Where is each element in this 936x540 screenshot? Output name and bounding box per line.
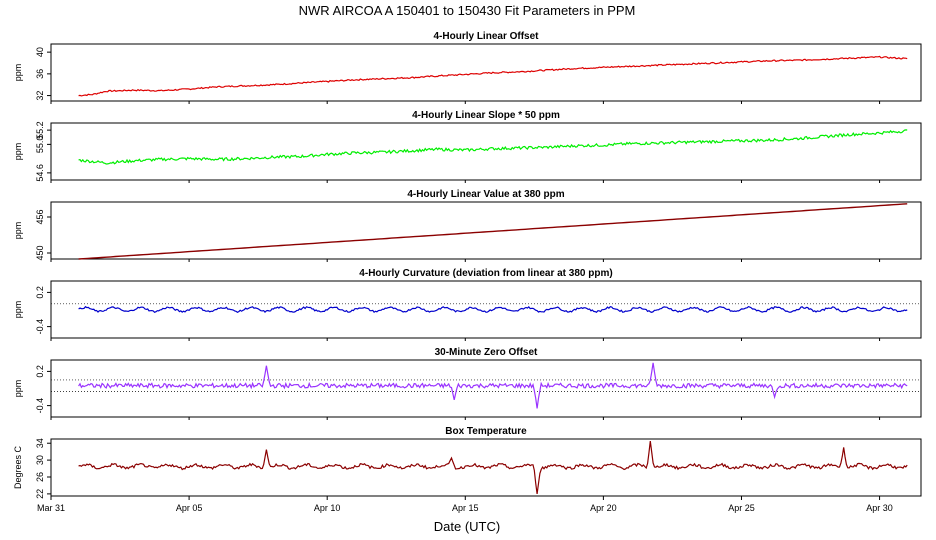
chart-panels: 4-Hourly Linear Offset323640ppm4-Hourly …: [13, 31, 922, 499]
series-line: [78, 203, 908, 260]
y-tick-label: 54.6: [35, 164, 45, 182]
figure-title: NWR AIRCOA A 150401 to 150430 Fit Parame…: [299, 3, 636, 18]
y-axis-label: ppm: [13, 380, 23, 398]
y-tick-label: 22: [35, 489, 45, 499]
plot-frame: [50, 43, 922, 102]
series-line: [78, 305, 908, 314]
y-tick-label: 55.0: [35, 136, 45, 154]
x-tick-label: Mar 31: [37, 503, 65, 513]
x-tick-label: Apr 30: [866, 503, 893, 513]
chart-panel: Box Temperature 22 26 30 34 Degrees C: [13, 426, 922, 499]
panel-title: 4-Hourly Curvature (deviation from linea…: [359, 268, 612, 279]
y-tick-label: 40: [35, 47, 45, 57]
y-tick-label: -0.4: [35, 398, 45, 414]
y-axis-label: ppm: [13, 301, 23, 319]
plot-frame: [50, 201, 922, 260]
x-axis: Mar 31 Apr 05 Apr 10 Apr 15 Apr 20 Apr 25 Apr …: [37, 101, 893, 513]
y-axis-label: ppm: [13, 64, 23, 82]
series-line: [78, 55, 908, 97]
y-tick-label: 55.2: [35, 121, 45, 139]
chart-panel: 4-Hourly Linear Offset 32 36 40 ppm: [13, 31, 922, 102]
y-tick-label: -0.4: [35, 319, 45, 335]
x-tick-label: Apr 25: [728, 503, 755, 513]
x-tick-label: Apr 15: [452, 503, 479, 513]
y-tick-label: 456: [35, 209, 45, 224]
y-tick-label: 26: [35, 472, 45, 482]
chart-panel: 30-Minute Zero Offset -0.4 0.2 ppm: [13, 347, 922, 418]
x-tick-label: Apr 05: [176, 503, 203, 513]
plot-frame: [50, 280, 922, 339]
y-axis-label: Degrees C: [13, 445, 23, 489]
y-axis-label: ppm: [13, 143, 23, 161]
panel-title: Box Temperature: [445, 426, 527, 437]
plot-frame: [50, 438, 922, 497]
y-tick-label: 30: [35, 455, 45, 465]
plot-frame: [50, 122, 922, 181]
panel-title: 4-Hourly Linear Value at 380 ppm: [407, 189, 564, 200]
panel-title: 4-Hourly Linear Offset: [433, 31, 539, 42]
x-tick-label: Apr 20: [590, 503, 617, 513]
panel-title: 4-Hourly Linear Slope * 50 ppm: [412, 110, 560, 121]
chart-panel: 4-Hourly Linear Slope * 50 ppm 54.6 55.055…: [13, 110, 922, 182]
x-axis-label: Date (UTC): [434, 519, 500, 534]
chart-panel: 4-Hourly Linear Value at 380 ppm 450 456 pp…: [13, 189, 922, 261]
series-line: [78, 441, 908, 494]
plot-frame: [50, 359, 922, 418]
panel-title: 30-Minute Zero Offset: [435, 347, 538, 358]
y-tick-label: 0.2: [35, 286, 45, 299]
y-tick-label: 0.2: [35, 365, 45, 378]
series-line: [78, 129, 908, 165]
y-tick-label: 36: [35, 69, 45, 79]
x-tick-label: Apr 10: [314, 503, 341, 513]
series-line: [78, 362, 908, 409]
y-tick-label: 34: [35, 438, 45, 448]
y-tick-label: 32: [35, 91, 45, 101]
y-tick-label: 450: [35, 245, 45, 260]
chart-panel: 4-Hourly Curvature (deviation from linea…: [13, 268, 922, 339]
y-axis-label: ppm: [13, 222, 23, 240]
